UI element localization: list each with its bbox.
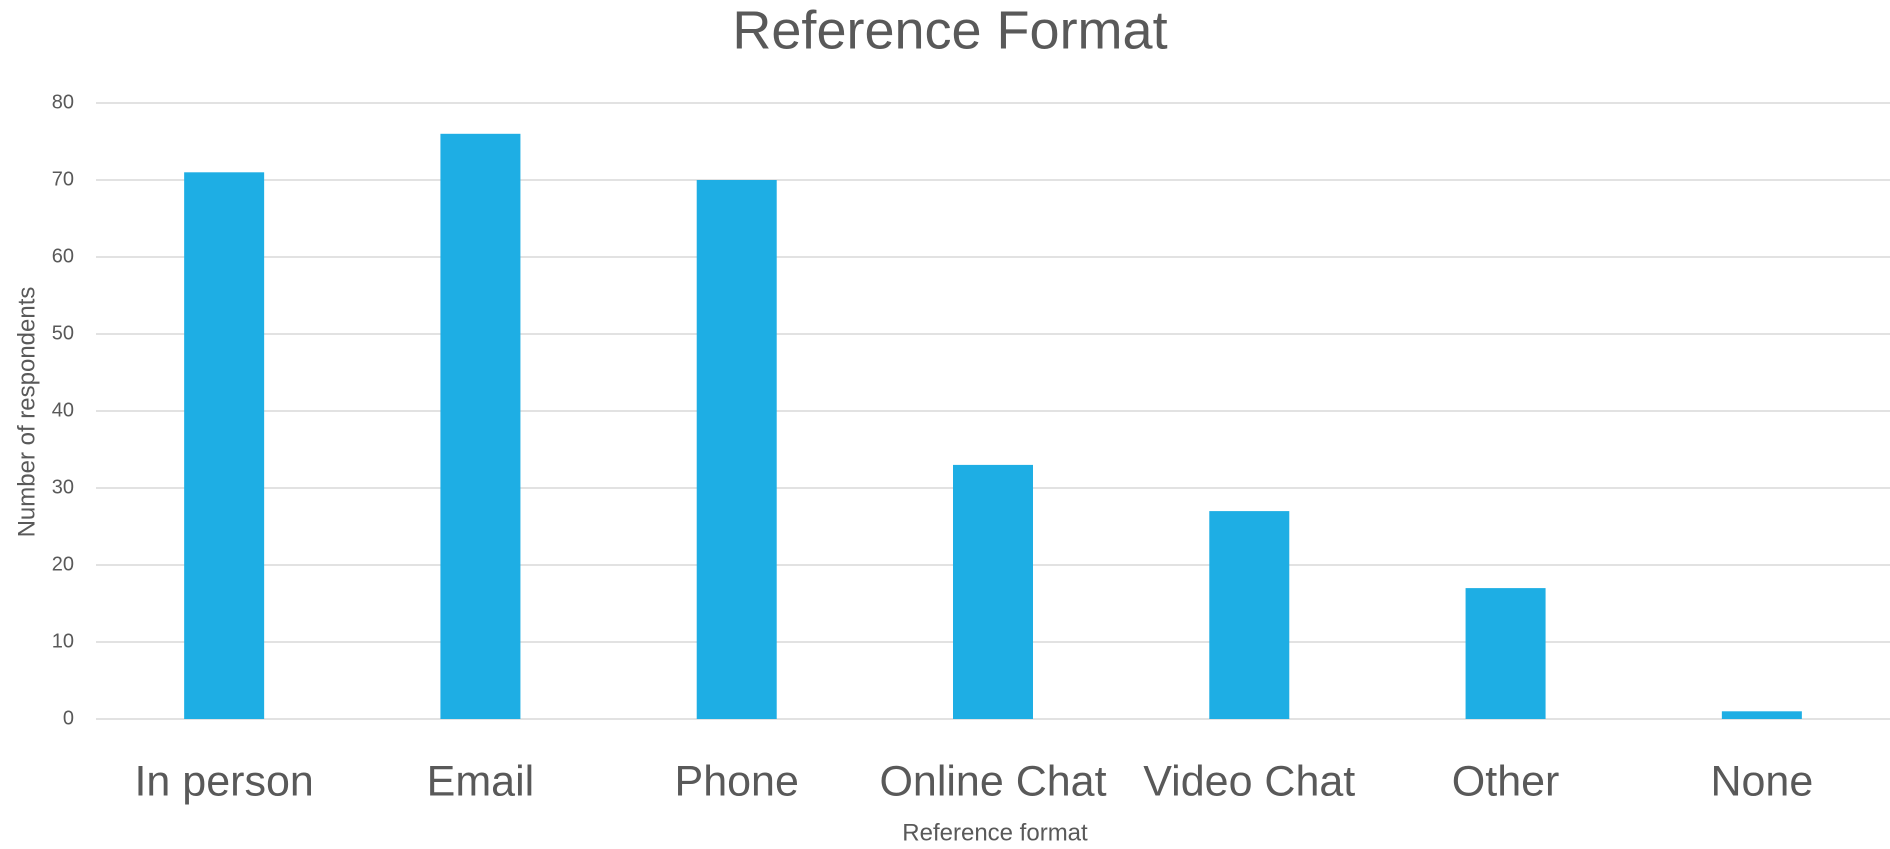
bar (1721, 711, 1802, 719)
y-axis-label: Number of respondents (13, 287, 40, 538)
bar (184, 172, 265, 720)
y-tick-label: 0 (63, 707, 74, 729)
x-tick-label: In person (134, 757, 313, 805)
y-tick-label: 30 (52, 476, 74, 498)
chart-title: Reference Format (732, 0, 1167, 60)
x-tick-label: Other (1452, 757, 1560, 805)
bar (953, 464, 1033, 719)
x-tick-label: Email (427, 757, 535, 805)
y-tick-label: 80 (52, 91, 74, 113)
y-tick-label: 50 (52, 322, 74, 344)
bar (696, 180, 777, 719)
y-tick-label: 10 (52, 630, 74, 652)
bar (440, 133, 521, 720)
x-tick-label: None (1710, 757, 1813, 805)
x-tick-label: Online Chat (879, 757, 1106, 805)
bar (1209, 511, 1290, 719)
x-axis-label: Reference format (902, 819, 1088, 846)
y-tick-label: 40 (52, 399, 74, 421)
y-tick-label: 70 (52, 168, 74, 190)
x-tick-label: Video Chat (1143, 757, 1355, 805)
y-tick-label: 60 (52, 245, 74, 267)
bar (1465, 588, 1546, 719)
x-tick-label: Phone (675, 757, 799, 805)
y-tick-label: 20 (52, 553, 74, 575)
